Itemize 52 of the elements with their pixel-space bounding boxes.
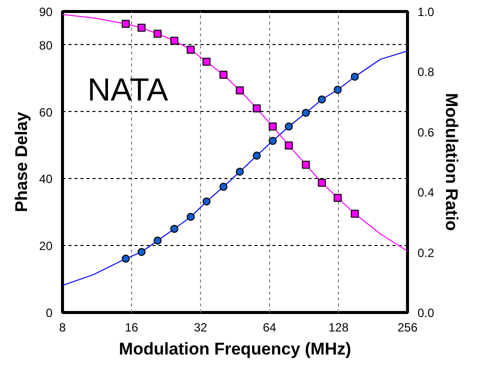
y2-tick-label: 0.8 — [418, 65, 435, 80]
y-tick-label: 80 — [39, 38, 53, 52]
x-axis-title: Modulation Frequency (MHz) — [118, 340, 352, 358]
point — [138, 248, 146, 256]
point — [268, 136, 277, 145]
x-tick-label: 128 — [328, 320, 349, 334]
point — [219, 70, 228, 79]
point — [302, 108, 310, 117]
point — [170, 224, 178, 233]
point — [154, 236, 162, 245]
y-tick-label: 20 — [39, 239, 53, 254]
point — [252, 152, 261, 160]
point — [202, 197, 211, 206]
point — [219, 182, 228, 191]
point — [318, 95, 326, 104]
x-tick-label: 256 — [397, 320, 418, 334]
point — [350, 72, 359, 81]
point — [202, 58, 211, 66]
y2-tick-label: 0.4 — [418, 186, 435, 200]
point — [170, 36, 178, 45]
x-tick-label: 8 — [59, 320, 66, 334]
point — [122, 254, 130, 263]
y2-tick-label: 0.6 — [418, 125, 435, 140]
point — [122, 20, 130, 28]
point — [318, 178, 326, 187]
point — [186, 46, 195, 54]
point — [350, 210, 359, 218]
point — [252, 104, 261, 112]
point — [334, 86, 342, 94]
point — [268, 122, 277, 130]
point — [334, 194, 342, 202]
y2-tick-label: 1.0 — [418, 5, 435, 19]
y-tick-label: 40 — [39, 172, 53, 186]
point — [302, 160, 310, 169]
point — [236, 86, 244, 94]
y-tick-label: 0 — [46, 306, 53, 320]
point — [154, 30, 162, 38]
y-axis-title: Phase Delay — [12, 111, 32, 212]
x-tick-label: 32 — [194, 320, 208, 334]
point — [186, 212, 195, 221]
point — [236, 168, 244, 176]
point — [284, 122, 293, 131]
point — [284, 141, 293, 150]
y2-axis-title: Modulation Ratio — [442, 93, 462, 231]
annotation: NATA — [88, 72, 169, 108]
y-tick-label: 60 — [39, 105, 53, 120]
y-tick-label: 90 — [39, 5, 53, 19]
y2-tick-label: 0.2 — [418, 246, 435, 260]
y2-tick-label: 0.0 — [418, 306, 435, 320]
x-tick-label: 16 — [124, 320, 138, 334]
x-tick-label: 64 — [262, 320, 276, 334]
point — [138, 24, 146, 32]
